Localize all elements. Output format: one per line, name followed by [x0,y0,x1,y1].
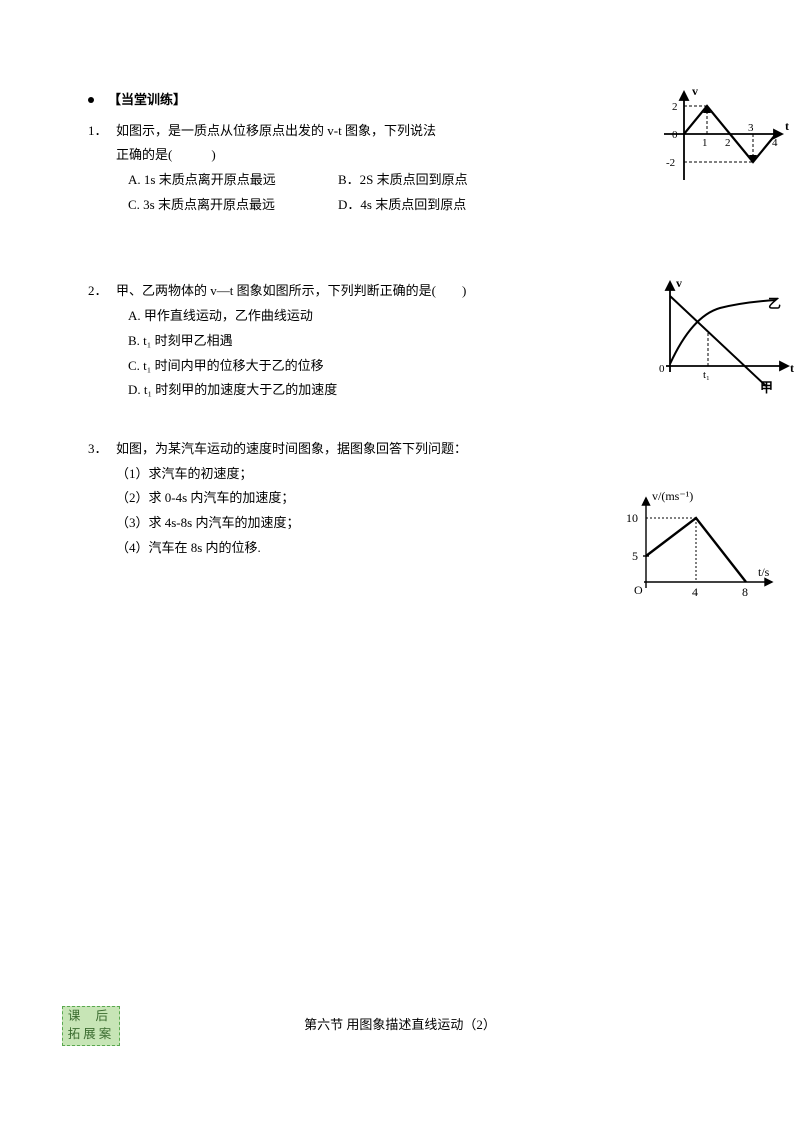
bullet-icon [88,97,94,103]
section-title: 【当堂训练】 [108,88,186,113]
q1-option-d: D．4s 末质点回到原点 [338,193,466,218]
footer-title: 第六节 用图象描述直线运动（2） [304,1013,496,1038]
q1-prompt-line2: 正确的是( ) [116,143,720,168]
q2-option-a: A. 甲作直线运动，乙作曲线运动 [116,304,720,329]
g2-y-label: v [676,276,682,290]
section-header: 【当堂训练】 [88,88,720,113]
q2-prompt: 甲、乙两物体的 v—t 图象如图所示，下列判断正确的是( ) [116,279,720,304]
badge-line1: 课 后 [68,1008,114,1026]
g1-x4: 4 [772,137,778,149]
g1-y2: 2 [672,101,678,113]
q3-sub1: （1）求汽车的初速度； [116,462,720,487]
g1-y0: 0 [672,129,678,141]
g1-x1: 1 [702,137,708,149]
g3-origin: O [634,583,643,597]
g1-x3: 3 [748,122,754,134]
q2-option-c: C. t₁ 时间内甲的位移大于乙的位移 [116,354,720,379]
g1-x-label: t [785,119,789,133]
q3-prompt: 如图，为某汽车运动的速度时间图象，据图象回答下列问题： [116,437,720,462]
badge-box: 课 后 拓展案 [62,1006,120,1046]
question-2: 2． 甲、乙两物体的 v—t 图象如图所示，下列判断正确的是( ) A. 甲作直… [88,279,720,402]
q1-option-b: B．2S 末质点回到原点 [338,168,468,193]
g1-y-label: v [692,84,698,98]
g3-y-label: v/(ms⁻¹) [652,489,693,503]
g2-curve-jia: 甲 [760,380,773,394]
g2-t1: t₁ [703,369,710,381]
q2-option-d: D. t₁ 时刻甲的加速度大于乙的加速度 [116,378,720,403]
q2-option-b: B. t₁ 时刻甲乙相遇 [116,329,720,354]
q1-graph: t v 2 0 -2 1 2 3 4 [652,84,794,190]
q3-number: 3． [88,437,116,560]
q1-option-c: C. 3s 末质点离开原点最远 [128,193,338,218]
g3-x8: 8 [742,585,748,599]
badge-line2: 拓展案 [68,1026,115,1044]
g3-y5: 5 [632,549,638,563]
q1-option-a: A. 1s 末质点离开原点最远 [128,168,338,193]
g3-y10: 10 [626,511,638,525]
g1-yneg2: -2 [666,157,675,169]
g3-x-label: t/s [758,565,770,579]
q1-prompt-line1: 如图示，是一质点从位移原点出发的 v-t 图象，下列说法 [116,119,720,144]
g3-x4: 4 [692,585,698,599]
page-footer: 课 后 拓展案 第六节 用图象描述直线运动（2） [0,1013,800,1038]
question-1: 1． 如图示，是一质点从位移原点出发的 v-t 图象，下列说法 正确的是( ) … [88,119,720,218]
g2-origin: 0 [659,363,665,375]
g1-x2: 2 [725,137,731,149]
q3-graph: v/(ms⁻¹) t/s 10 5 O 4 8 [618,486,786,606]
q2-number: 2． [88,279,116,402]
g2-curve-yi: 乙 [768,296,781,311]
q1-number: 1． [88,119,116,218]
g2-x-label: t [790,361,794,375]
q2-graph: 0 t₁ t v 乙 甲 [648,274,798,394]
